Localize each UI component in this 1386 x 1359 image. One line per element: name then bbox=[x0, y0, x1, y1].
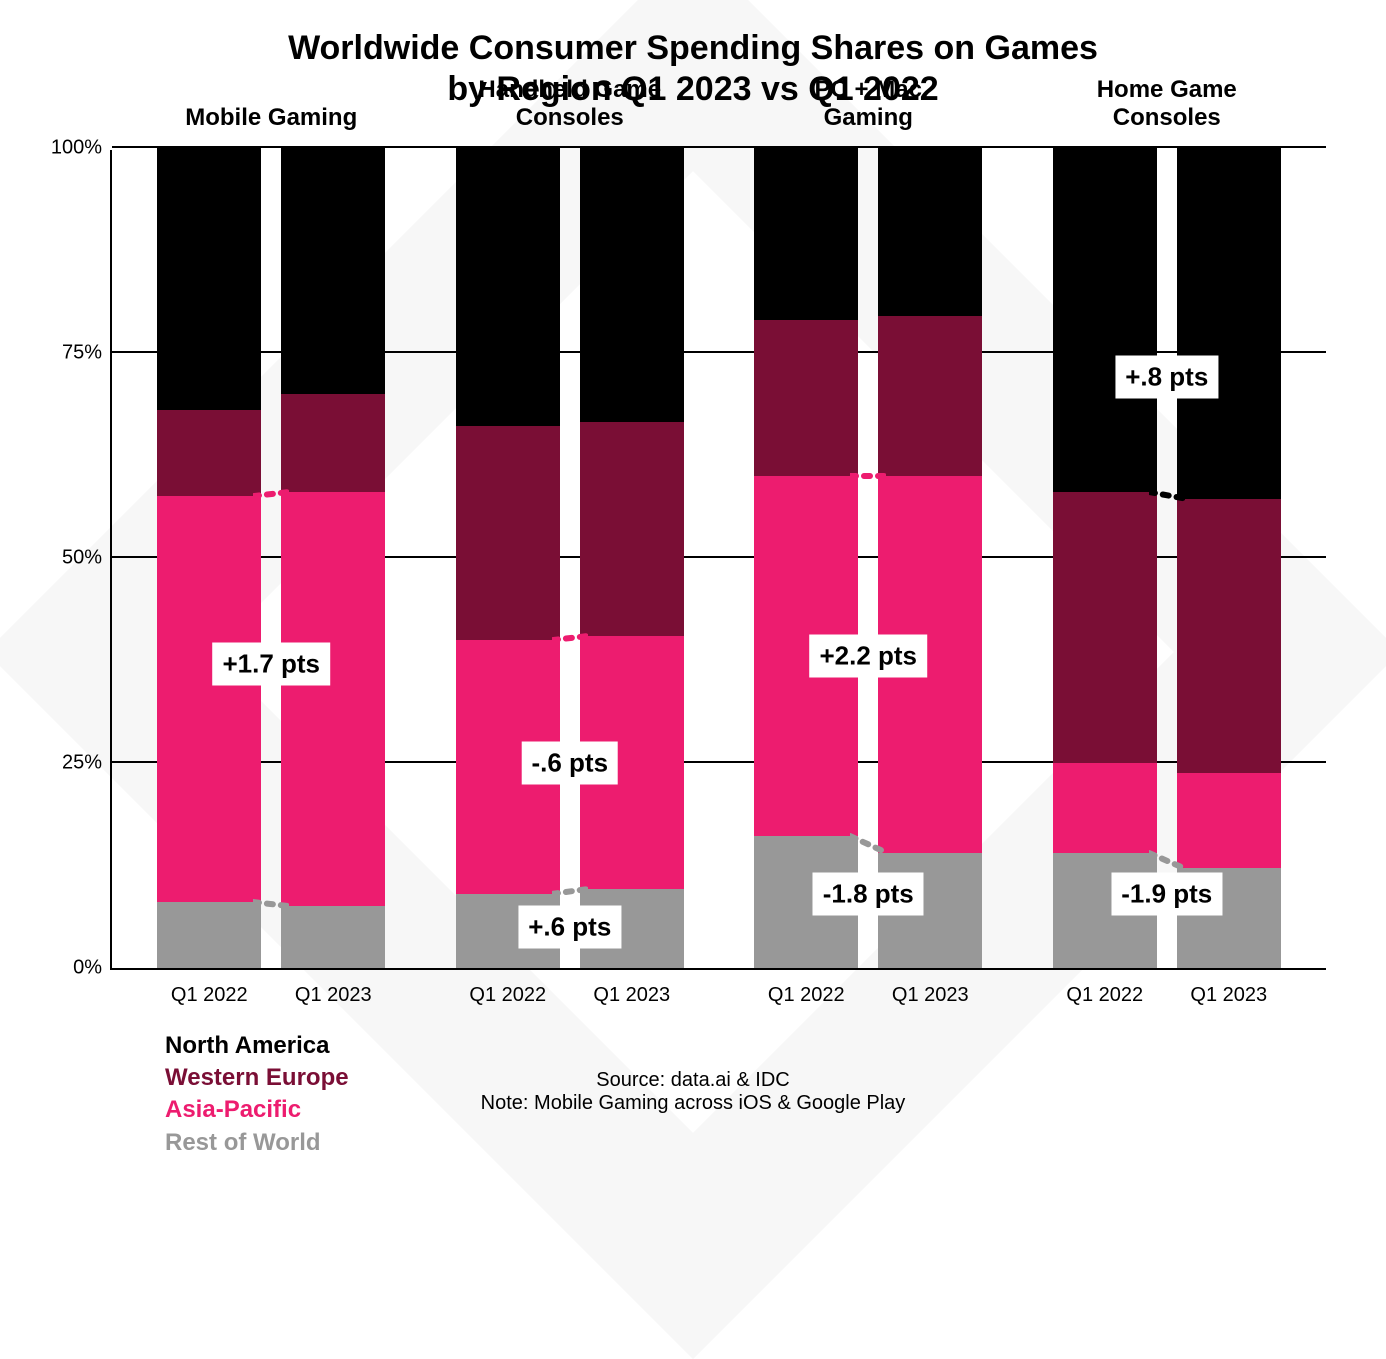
stacked-bar: Q1 2023 bbox=[580, 150, 684, 968]
legend-item-north-america: North America bbox=[165, 1030, 1386, 1062]
stacked-bar: Q1 2023 bbox=[281, 150, 385, 968]
bar-group: Handheld GameConsolesQ1 2022Q1 2023-.6 p… bbox=[430, 150, 710, 968]
bar-group: Home GameConsolesQ1 2022Q1 2023+.8 pts-1… bbox=[1027, 150, 1307, 968]
stacked-bar: Q1 2022 bbox=[754, 150, 858, 968]
y-axis-tick: 75% bbox=[42, 341, 102, 364]
footer-note: Note: Mobile Gaming across iOS & Google … bbox=[0, 1092, 1386, 1115]
title-line-1: Worldwide Consumer Spending Shares on Ga… bbox=[0, 28, 1386, 69]
stacked-bar: Q1 2023 bbox=[878, 150, 982, 968]
x-axis-label: Q1 2023 bbox=[1190, 984, 1267, 1007]
chart-footer: Source: data.ai & IDC Note: Mobile Gamin… bbox=[0, 1069, 1386, 1115]
bar-segment-western-europe bbox=[1177, 499, 1281, 774]
y-axis-tick: 50% bbox=[42, 546, 102, 569]
bars-row: Q1 2022Q1 2023 bbox=[430, 150, 710, 968]
plot-region: 0%25%50%75%100%Mobile GamingQ1 2022Q1 20… bbox=[110, 150, 1326, 970]
change-callout: -.6 pts bbox=[521, 741, 618, 784]
change-connector bbox=[850, 833, 886, 855]
x-axis-label: Q1 2022 bbox=[171, 984, 248, 1007]
bar-segment-western-europe bbox=[1053, 492, 1157, 763]
bar-group: PC + MacGamingQ1 2022Q1 2023+2.2 pts-1.8… bbox=[728, 150, 1008, 968]
x-axis-label: Q1 2022 bbox=[768, 984, 845, 1007]
bar-segment-western-europe bbox=[157, 410, 261, 496]
bar-segment-north-america bbox=[878, 148, 982, 316]
chart-area: 0%25%50%75%100%Mobile GamingQ1 2022Q1 20… bbox=[110, 150, 1326, 970]
bar-segment-north-america bbox=[281, 148, 385, 394]
stacked-bar: Q1 2022 bbox=[1053, 150, 1157, 968]
x-axis-label: Q1 2022 bbox=[469, 984, 546, 1007]
bar-segment-north-america bbox=[754, 148, 858, 320]
bar-segment-rest-of-world bbox=[157, 902, 261, 968]
change-connector bbox=[1149, 489, 1185, 502]
x-axis-label: Q1 2023 bbox=[593, 984, 670, 1007]
bar-segment-asia-pacific bbox=[157, 496, 261, 902]
bar-segment-western-europe bbox=[456, 426, 560, 639]
bar-segment-asia-pacific bbox=[1177, 773, 1281, 868]
y-axis-tick: 25% bbox=[42, 751, 102, 774]
group-title: Handheld GameConsoles bbox=[440, 76, 700, 131]
group-title: Mobile Gaming bbox=[141, 104, 401, 132]
x-axis-label: Q1 2023 bbox=[892, 984, 969, 1007]
bar-segment-north-america bbox=[580, 148, 684, 423]
bar-groups: Mobile GamingQ1 2022Q1 2023+1.7 ptsHandh… bbox=[112, 150, 1326, 968]
bars-row: Q1 2022Q1 2023 bbox=[131, 150, 411, 968]
x-axis-label: Q1 2023 bbox=[295, 984, 372, 1007]
y-axis-tick: 100% bbox=[42, 136, 102, 159]
bar-segment-north-america bbox=[1053, 148, 1157, 492]
bar-segment-western-europe bbox=[878, 316, 982, 476]
change-callout: +.6 pts bbox=[518, 905, 621, 948]
change-callout: -1.8 pts bbox=[813, 872, 924, 915]
change-callout: -1.9 pts bbox=[1111, 872, 1222, 915]
change-connector bbox=[850, 473, 886, 479]
bars-row: Q1 2022Q1 2023 bbox=[1027, 150, 1307, 968]
bar-segment-asia-pacific bbox=[281, 492, 385, 906]
footer-source: Source: data.ai & IDC bbox=[0, 1069, 1386, 1092]
bar-segment-western-europe bbox=[580, 422, 684, 635]
bar-segment-asia-pacific bbox=[1053, 763, 1157, 853]
legend-item-rest-of-world: Rest of World bbox=[165, 1127, 1386, 1159]
y-axis-tick: 0% bbox=[42, 956, 102, 979]
change-connector bbox=[253, 489, 289, 499]
change-callout: +1.7 pts bbox=[212, 643, 330, 686]
bar-segment-rest-of-world bbox=[281, 906, 385, 968]
bar-segment-north-america bbox=[456, 148, 560, 427]
change-callout: +.8 pts bbox=[1115, 356, 1218, 399]
group-title: PC + MacGaming bbox=[738, 76, 998, 131]
x-axis-label: Q1 2022 bbox=[1066, 984, 1143, 1007]
bar-segment-north-america bbox=[157, 148, 261, 410]
change-connector bbox=[253, 899, 289, 909]
stacked-bar: Q1 2022 bbox=[456, 150, 560, 968]
bar-group: Mobile GamingQ1 2022Q1 2023+1.7 pts bbox=[131, 150, 411, 968]
stacked-bar: Q1 2023 bbox=[1177, 150, 1281, 968]
group-title: Home GameConsoles bbox=[1037, 76, 1297, 131]
change-connector bbox=[552, 633, 588, 643]
change-connector bbox=[552, 886, 588, 897]
stacked-bar: Q1 2022 bbox=[157, 150, 261, 968]
change-connector bbox=[1149, 850, 1185, 872]
bar-segment-western-europe bbox=[754, 320, 858, 476]
bar-segment-western-europe bbox=[281, 394, 385, 492]
change-callout: +2.2 pts bbox=[809, 635, 927, 678]
bar-segment-north-america bbox=[1177, 148, 1281, 499]
